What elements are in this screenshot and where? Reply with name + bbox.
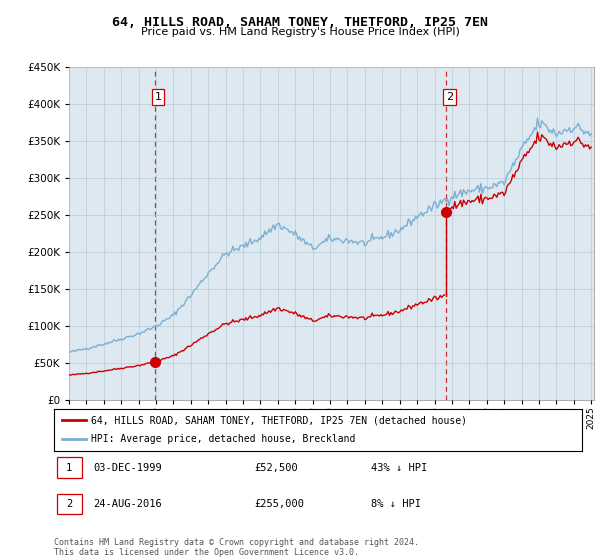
Text: £52,500: £52,500 <box>254 463 298 473</box>
Text: 2: 2 <box>446 92 453 102</box>
Text: 64, HILLS ROAD, SAHAM TONEY, THETFORD, IP25 7EN: 64, HILLS ROAD, SAHAM TONEY, THETFORD, I… <box>112 16 488 29</box>
Text: 2: 2 <box>66 499 73 509</box>
FancyBboxPatch shape <box>56 493 82 514</box>
Text: £255,000: £255,000 <box>254 499 305 509</box>
Text: 24-AUG-2016: 24-AUG-2016 <box>94 499 163 509</box>
FancyBboxPatch shape <box>56 458 82 478</box>
Text: Contains HM Land Registry data © Crown copyright and database right 2024.
This d: Contains HM Land Registry data © Crown c… <box>54 538 419 557</box>
Text: HPI: Average price, detached house, Breckland: HPI: Average price, detached house, Brec… <box>91 435 355 445</box>
Text: 8% ↓ HPI: 8% ↓ HPI <box>371 499 421 509</box>
Text: Price paid vs. HM Land Registry's House Price Index (HPI): Price paid vs. HM Land Registry's House … <box>140 27 460 37</box>
Text: 1: 1 <box>66 463 73 473</box>
Text: 1: 1 <box>155 92 161 102</box>
Text: 43% ↓ HPI: 43% ↓ HPI <box>371 463 427 473</box>
Text: 64, HILLS ROAD, SAHAM TONEY, THETFORD, IP25 7EN (detached house): 64, HILLS ROAD, SAHAM TONEY, THETFORD, I… <box>91 415 467 425</box>
Text: 03-DEC-1999: 03-DEC-1999 <box>94 463 163 473</box>
